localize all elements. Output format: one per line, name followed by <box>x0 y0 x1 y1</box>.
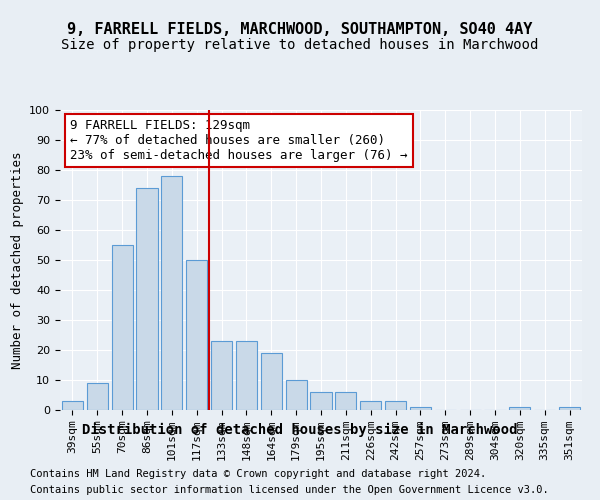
Bar <box>410 407 431 410</box>
Bar <box>236 341 257 410</box>
Bar <box>186 260 207 410</box>
Bar <box>87 383 108 410</box>
Y-axis label: Number of detached properties: Number of detached properties <box>11 151 24 369</box>
Bar <box>286 380 307 410</box>
Text: 9 FARRELL FIELDS: 129sqm
← 77% of detached houses are smaller (260)
23% of semi-: 9 FARRELL FIELDS: 129sqm ← 77% of detach… <box>70 119 408 162</box>
Bar <box>261 353 282 410</box>
Bar <box>211 341 232 410</box>
Bar <box>559 407 580 410</box>
Bar <box>310 392 332 410</box>
Bar <box>161 176 182 410</box>
Bar <box>360 401 381 410</box>
Bar <box>335 392 356 410</box>
Text: Contains public sector information licensed under the Open Government Licence v3: Contains public sector information licen… <box>30 485 549 495</box>
Bar <box>62 401 83 410</box>
Bar <box>385 401 406 410</box>
Text: Distribution of detached houses by size in Marchwood: Distribution of detached houses by size … <box>82 422 518 436</box>
Bar <box>136 188 158 410</box>
Text: Contains HM Land Registry data © Crown copyright and database right 2024.: Contains HM Land Registry data © Crown c… <box>30 469 486 479</box>
Text: Size of property relative to detached houses in Marchwood: Size of property relative to detached ho… <box>61 38 539 52</box>
Bar <box>112 245 133 410</box>
Bar <box>509 407 530 410</box>
Text: 9, FARRELL FIELDS, MARCHWOOD, SOUTHAMPTON, SO40 4AY: 9, FARRELL FIELDS, MARCHWOOD, SOUTHAMPTO… <box>67 22 533 38</box>
